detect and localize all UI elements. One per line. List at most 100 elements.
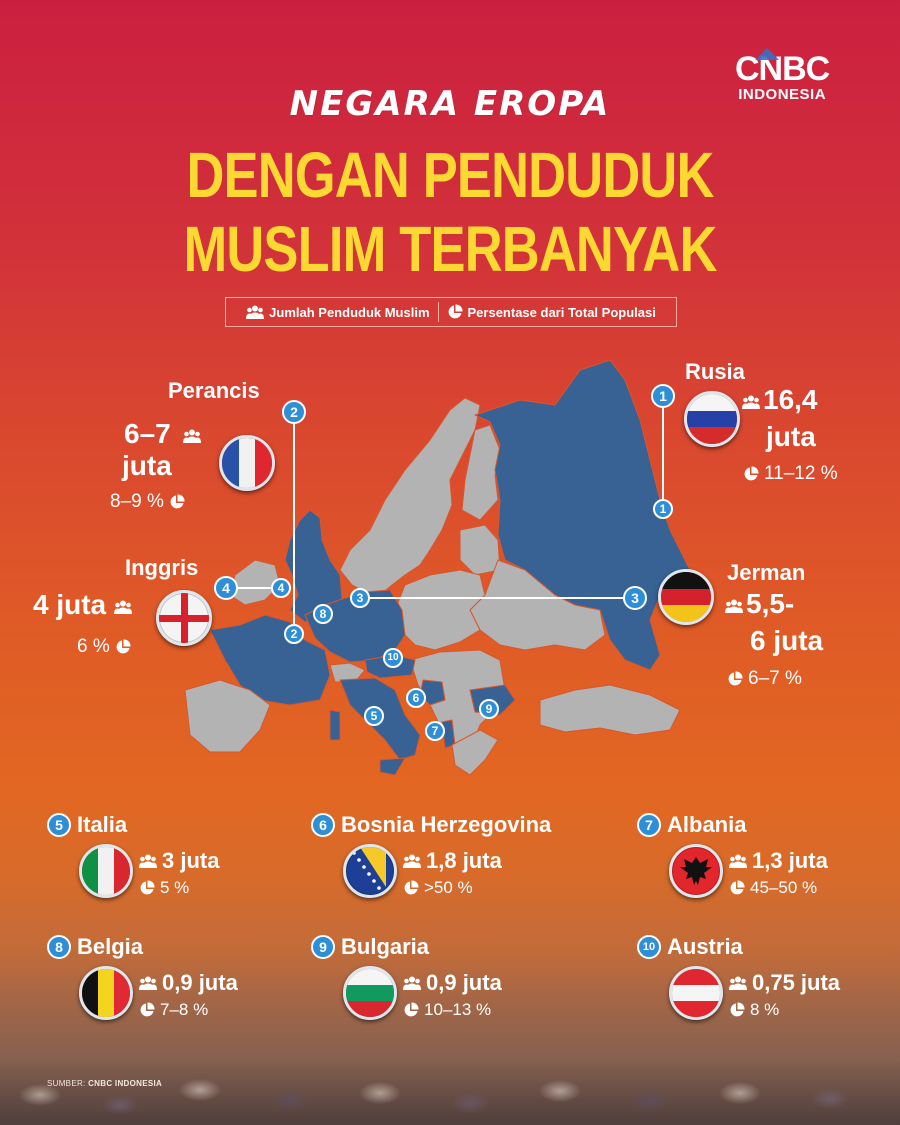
russia-percentage: 11–12 % [743,463,838,485]
map-sardinia [329,709,341,741]
percentage: 7–8 % [139,1000,208,1020]
population-value: 1,3 juta [752,848,828,873]
country-name: Italia [77,812,128,837]
kicker-title: NEGARA EROPA [289,84,611,124]
map-baltics [459,524,501,576]
rank-badge: 7 [637,813,661,837]
percentage: 10–13 % [403,1000,491,1020]
country-card-italy: 5 Italia 3 juta 5 % [47,812,327,922]
percentage: 5 % [139,878,189,898]
leader-line-2 [293,412,295,634]
marker-4-map[interactable]: 4 [271,578,291,598]
people-icon [729,976,747,990]
country-name: Austria [667,934,743,959]
russia-population-value: 16,4 [763,384,818,415]
map-sicily [379,757,406,776]
main-title-line1: DENGAN PENDUDUK [186,139,714,211]
marker-2-label[interactable]: 2 [282,400,306,424]
logo-text-cnbc: CNBC [735,50,830,88]
population: 1,8 juta [403,848,502,874]
pie-chart-icon [403,1002,419,1018]
population: 1,3 juta [729,848,828,874]
percentage-value: 10–13 % [424,1000,492,1019]
england-population: 4 juta [33,589,132,621]
marker-1-label[interactable]: 1 [651,384,675,408]
population: 0,75 juta [729,970,840,996]
russia-population-line2: juta [766,421,816,452]
main-title-line2: MUSLIM TERBANYAK [183,213,717,285]
marker-3-map[interactable]: 3 [350,588,370,608]
population: 3 juta [139,848,219,874]
country-name: Belgia [77,934,144,959]
rank-badge: 6 [311,813,335,837]
percentage: 8 % [729,1000,779,1020]
england-percentage-value: 6 % [77,636,110,657]
marker-4-label[interactable]: 4 [214,576,238,600]
population-value: 0,9 juta [426,970,502,995]
pie-chart-icon [743,466,759,482]
population: 0,9 juta [403,970,502,996]
marker-1-map[interactable]: 1 [653,499,673,519]
flag-russia [684,391,740,447]
germany-percentage: 6–7 % [727,668,802,690]
marker-2-map[interactable]: 2 [284,624,304,644]
rank-badge: 5 [47,813,71,837]
population-value: 0,75 juta [752,970,841,995]
country-name-england: Inggris [125,555,199,580]
pie-chart-icon [727,671,743,687]
marker-9-map[interactable]: 9 [479,699,499,719]
population-value: 1,8 juta [426,848,502,873]
people-icon [729,854,747,868]
flag-france [219,435,275,491]
map-finland [461,424,501,521]
flag-bulgaria [343,966,397,1020]
percentage-value: 45–50 % [750,878,818,897]
pie-chart-icon [139,1002,155,1018]
population: 0,9 juta [139,970,238,996]
percentage: 45–50 % [729,878,817,898]
people-icon [139,854,157,868]
people-icon [403,854,421,868]
pie-chart-icon [169,494,185,510]
people-icon [183,429,201,443]
map-turkey [539,684,681,736]
people-icon [246,305,264,319]
country-name-germany: Jerman [727,560,806,585]
marker-5-map[interactable]: 5 [364,706,384,726]
england-population-value: 4 juta [33,589,107,620]
legend-percentage: Persentase dari Total Populasi [447,304,656,320]
marker-6-map[interactable]: 6 [406,688,426,708]
england-percentage: 6 % [77,636,131,658]
source-value: CNBC INDONESIA [88,1079,163,1088]
flag-italy [79,844,133,898]
logo-peak-icon [755,48,779,60]
russia-population-line1: 16,4 [742,384,818,416]
france-population-line1: 6–7 [124,418,201,450]
people-icon [139,976,157,990]
country-card-bosnia: 6 Bosnia Herzegovina 1,8 juta >50 % [311,812,591,922]
marker-10-map[interactable]: 10 [383,648,403,668]
map-greece [451,729,499,776]
percentage-value: 5 % [160,878,190,897]
people-icon [403,976,421,990]
flag-albania [669,844,723,898]
leader-line-1 [662,396,664,508]
pie-chart-icon [115,639,131,655]
country-name: Albania [667,812,747,837]
flag-germany [658,569,714,625]
pie-chart-icon [729,880,745,896]
marker-8-map[interactable]: 8 [313,604,333,624]
france-population-line2: juta [122,450,172,481]
leader-line-3 [362,597,634,599]
flag-england [156,590,212,646]
france-percentage: 8–9 % [110,491,185,513]
percentage: >50 % [403,878,473,898]
flag-austria [669,966,723,1020]
france-population-value: 6–7 [124,418,171,449]
marker-7-map[interactable]: 7 [425,721,445,741]
country-card-belgium: 8 Belgia 0,9 juta 7–8 % [47,934,327,1044]
map-switzerland [329,662,366,683]
percentage-value: 8 % [750,1000,780,1019]
russia-percentage-value: 11–12 % [764,463,838,484]
marker-3-label[interactable]: 3 [623,586,647,610]
